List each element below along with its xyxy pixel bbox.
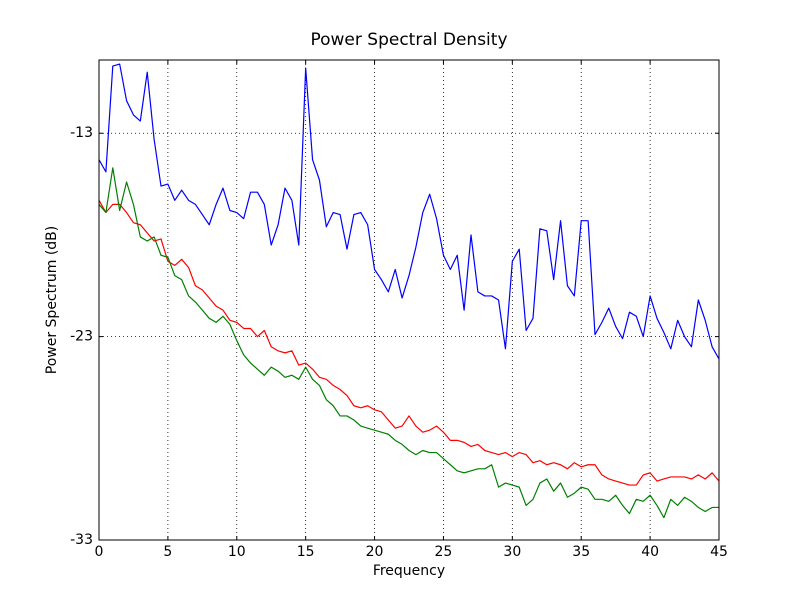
y-tick-label: -13 — [70, 125, 93, 141]
line-series — [99, 63, 719, 360]
x-tick-label: 15 — [297, 544, 315, 560]
x-tick-label: 5 — [163, 544, 172, 560]
x-tick-label: 0 — [95, 544, 104, 560]
y-axis-label: Power Spectrum (dB) — [44, 226, 60, 374]
line-series — [99, 167, 719, 519]
y-tick-label: -33 — [70, 532, 93, 548]
x-tick-label: 40 — [641, 544, 659, 560]
x-tick-label: 25 — [435, 544, 453, 560]
x-tick-label: 20 — [366, 544, 384, 560]
x-tick-label: 30 — [503, 544, 521, 560]
chart-title: Power Spectral Density — [310, 30, 507, 50]
plot-frame — [98, 59, 720, 541]
x-axis-label: Frequency — [373, 563, 445, 579]
x-tick-label: 35 — [572, 544, 590, 560]
y-tick-label: -23 — [70, 329, 93, 345]
x-tick-label: 10 — [228, 544, 246, 560]
line-series — [99, 200, 719, 486]
x-tick-label: 45 — [710, 544, 728, 560]
